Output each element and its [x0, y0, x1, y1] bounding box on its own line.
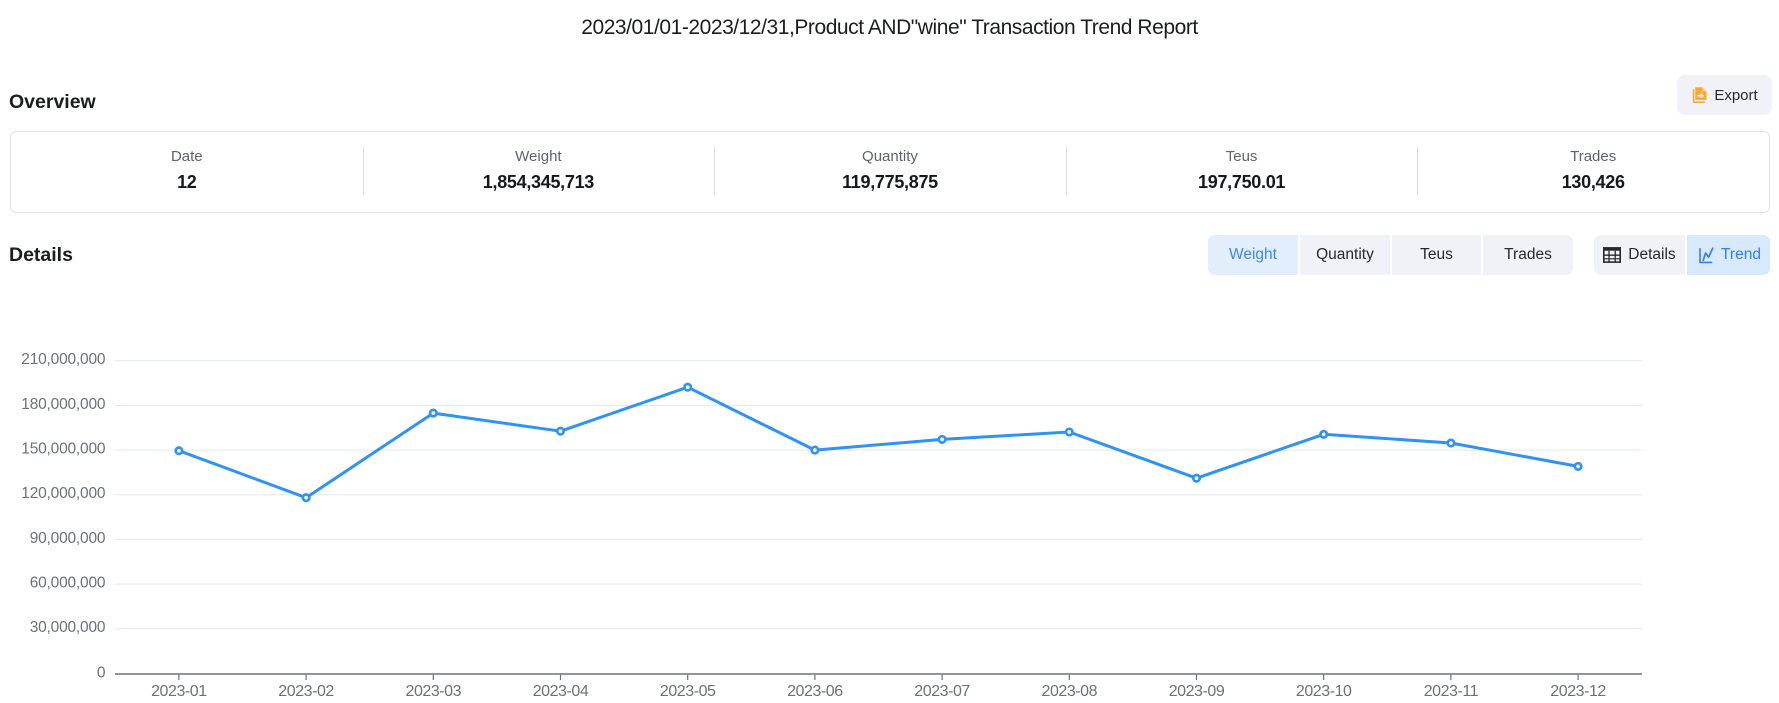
- svg-text:2023-02: 2023-02: [278, 683, 334, 700]
- svg-text:30,000,000: 30,000,000: [30, 619, 106, 636]
- svg-text:2023-11: 2023-11: [1424, 683, 1479, 700]
- svg-text:2023-09: 2023-09: [1169, 683, 1225, 700]
- svg-text:210,000,000: 210,000,000: [21, 351, 106, 368]
- svg-text:60,000,000: 60,000,000: [30, 575, 106, 592]
- svg-text:0: 0: [97, 664, 106, 681]
- svg-text:2023-04: 2023-04: [533, 683, 589, 700]
- svg-text:2023-03: 2023-03: [406, 683, 462, 700]
- svg-text:120,000,000: 120,000,000: [21, 485, 106, 502]
- svg-text:2023-10: 2023-10: [1296, 683, 1352, 700]
- svg-text:2023-05: 2023-05: [660, 683, 716, 700]
- svg-text:2023-08: 2023-08: [1042, 683, 1098, 700]
- svg-text:2023-12: 2023-12: [1550, 683, 1606, 700]
- svg-text:180,000,000: 180,000,000: [21, 396, 106, 413]
- svg-text:150,000,000: 150,000,000: [21, 441, 106, 458]
- svg-text:2023-06: 2023-06: [787, 683, 843, 700]
- svg-text:90,000,000: 90,000,000: [30, 530, 106, 547]
- svg-text:2023-01: 2023-01: [151, 683, 207, 700]
- svg-text:2023-07: 2023-07: [914, 683, 970, 700]
